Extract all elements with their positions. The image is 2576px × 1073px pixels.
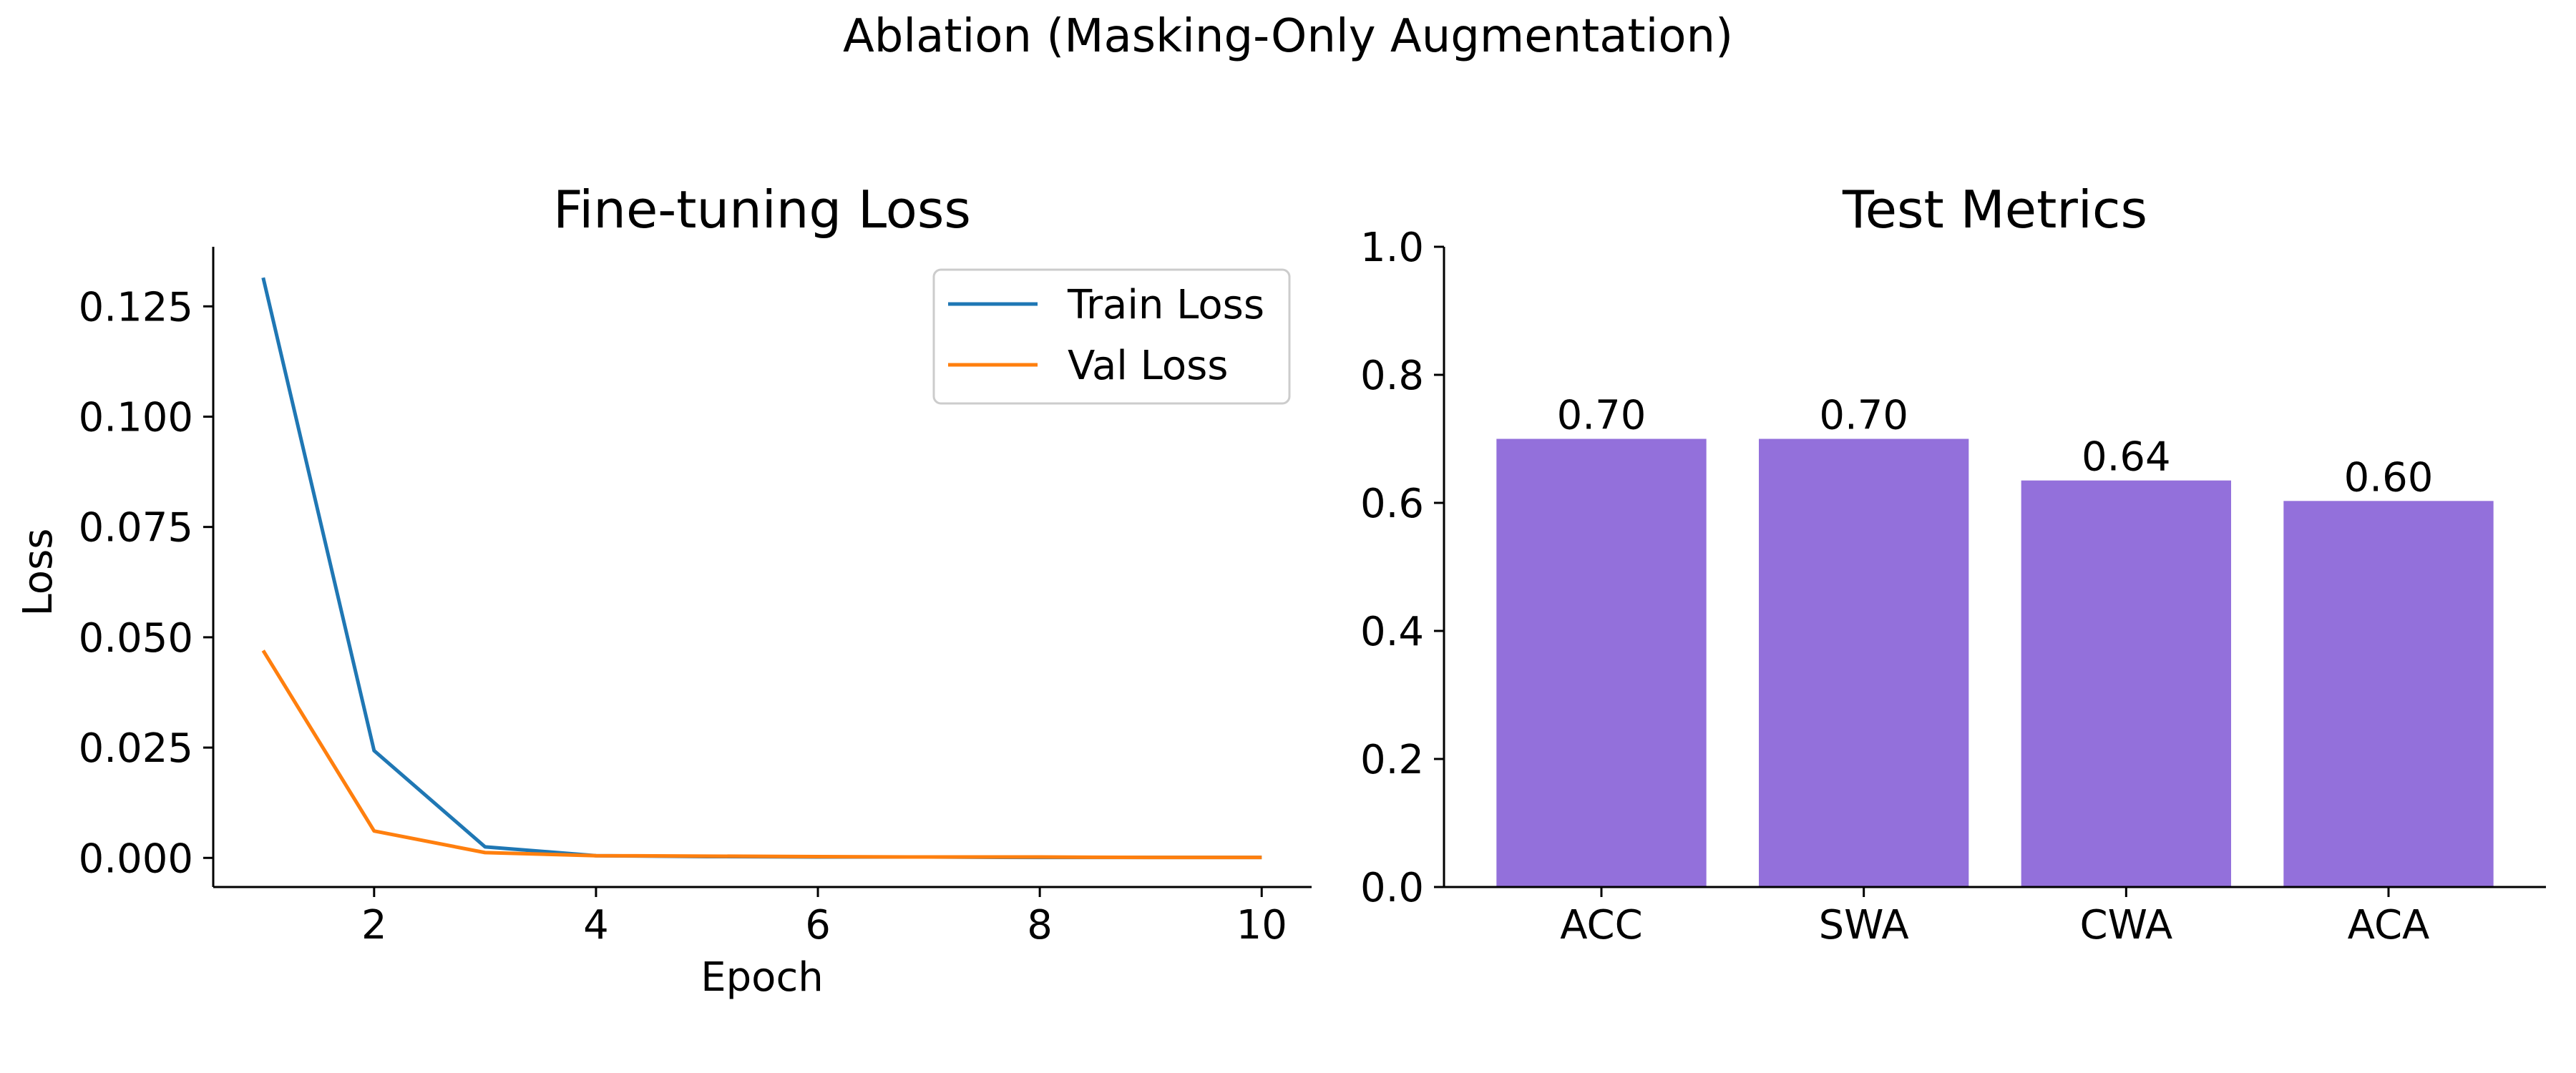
bar-value-label-aca: 0.60 [2344,454,2434,501]
loss-y-tick-label: 0.075 [79,505,193,552]
loss-x-tick-label: 6 [805,902,831,949]
loss-chart-panel: Fine-tuning Loss Epoch Loss 2 4 6 8 10 0.000… [15,180,1312,1001]
metrics-x-ticks: ACC SWA CWA ACA [1560,887,2429,949]
metrics-y-tick-label: 0.8 [1360,353,1424,399]
bar-swa [1759,438,1969,887]
loss-chart-title: Fine-tuning Loss [553,180,971,240]
loss-y-tick-label: 0.100 [79,394,193,441]
loss-x-ticks: 2 4 6 8 10 [361,887,1287,949]
loss-chart-xlabel: Epoch [701,954,823,1001]
loss-y-tick-label: 0.050 [79,615,193,662]
loss-x-tick-label: 8 [1027,902,1053,949]
metrics-y-ticks: 0.0 0.2 0.4 0.6 0.8 1.0 [1360,225,1444,911]
metrics-chart-panel: Test Metrics 0.70 0.700.64 0.60 0.00.20.40… [1360,180,2546,949]
legend-val-loss-label: Val Loss [1068,343,1228,389]
metrics-x-tick-label: ACA [2348,902,2430,949]
val-loss-line [261,650,1262,860]
loss-legend: Train Loss Val Loss [932,268,1291,405]
metrics-x-tick-label: CWA [2079,902,2172,949]
loss-y-tick-label: 0.000 [79,836,193,882]
bar-cwa [2021,480,2231,887]
metrics-x-tick-label: ACC [1560,902,1643,949]
loss-x-tick-label: 4 [583,902,609,949]
metric-bars: 0.70 0.70 0.64 0.60 [1496,393,2494,887]
figure-title: Ablation (Masking-Only Augmentation) [843,10,1733,63]
metrics-y-tick-label: 1.0 [1360,225,1424,271]
bar-acc [1496,438,1707,887]
metrics-y-tick-label: 0.0 [1360,865,1424,911]
metrics-x-tick-label: SWA [1819,902,1909,949]
loss-y-tick-label: 0.025 [79,725,193,772]
bar-aca [2283,501,2494,887]
loss-series-lines [261,277,1262,860]
bar-value-label-cwa: 0.64 [2082,434,2171,481]
loss-x-tick-label: 2 [361,902,387,949]
loss-y-ticks: 0.000 0.025 0.050 0.075 0.100 0.125 [79,284,213,882]
metrics-y-tick-label: 0.4 [1360,609,1424,655]
metrics-y-tick-label: 0.6 [1360,481,1424,527]
bar-value-label-acc: 0.70 [1557,393,1646,439]
bar-value-label-swa: 0.70 [1819,393,1908,439]
legend-train-loss-label: Train Loss [1067,282,1264,328]
loss-chart-ylabel: Loss [15,529,62,617]
metrics-chart-title: Test Metrics [1842,180,2147,240]
loss-y-tick-label: 0.125 [79,284,193,330]
metrics-y-tick-label: 0.2 [1360,737,1424,783]
loss-x-tick-label: 10 [1236,902,1287,949]
